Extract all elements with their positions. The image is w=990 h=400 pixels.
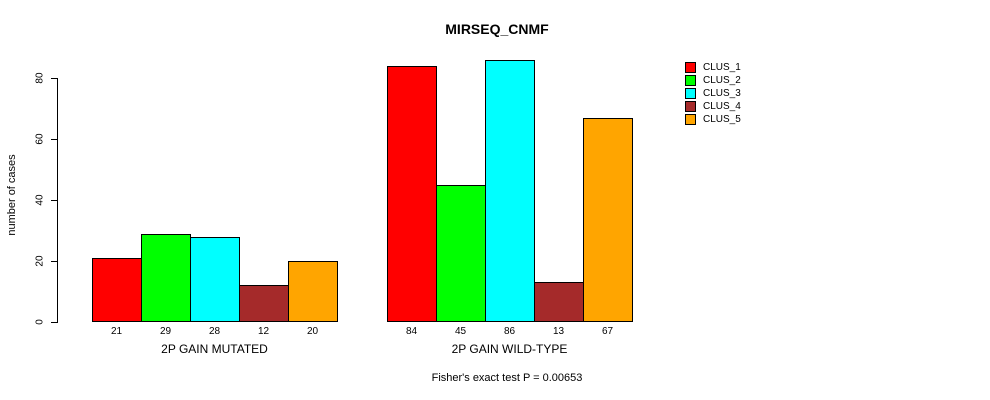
y-tick-mark [51,322,58,323]
x-category-label: 2P GAIN WILD-TYPE [451,342,568,356]
legend-label: CLUS_1 [703,62,741,73]
legend-item-clus_3: CLUS_3 [685,87,741,100]
bar-value-label: 20 [306,326,319,337]
bar-clus_4-wild-type [534,282,584,322]
y-tick-mark [51,78,58,79]
bar-value-label: 67 [601,326,614,337]
bar-clus_2-wild-type [436,184,486,322]
x-category-label: 2P GAIN MUTATED [161,342,268,356]
bar-value-label: 86 [503,326,516,337]
bar-value-label: 45 [454,326,467,337]
y-tick-mark [51,139,58,140]
y-tick-label: 20 [34,255,46,267]
bar-value-label: 84 [405,326,418,337]
chart-title: MIRSEQ_CNMF [445,21,549,37]
y-tick-label: 80 [34,72,46,84]
legend-item-clus_2: CLUS_2 [685,74,741,87]
bar-clus_2-mutated [141,233,191,322]
bar-clus_5-mutated [288,261,338,322]
y-tick-label: 40 [34,194,46,206]
bar-value-label: 12 [257,326,270,337]
y-tick-mark [51,200,58,201]
legend-label: CLUS_4 [703,101,741,112]
legend-swatch-clus_1 [685,62,696,73]
bar-value-label: 28 [208,326,221,337]
bar-value-label: 29 [159,326,172,337]
legend-swatch-clus_4 [685,101,696,112]
legend-label: CLUS_2 [703,75,741,86]
legend-item-clus_1: CLUS_1 [685,61,741,74]
bar-clus_5-wild-type [583,117,633,322]
y-tick-mark [51,261,58,262]
bar-value-label: 21 [110,326,123,337]
legend-label: CLUS_5 [703,114,741,125]
bar-clus_4-mutated [239,285,289,322]
bar-clus_1-wild-type [387,65,437,322]
y-tick-label: 60 [34,133,46,145]
legend-item-clus_5: CLUS_5 [685,113,741,126]
legend-item-clus_4: CLUS_4 [685,100,741,113]
legend: CLUS_1 CLUS_2 CLUS_3 CLUS_4 CLUS_5 [685,61,741,126]
bar-clus_3-wild-type [485,59,535,322]
bar-clus_1-mutated [92,257,142,322]
legend-label: CLUS_3 [703,88,741,99]
annotation-fisher-test: Fisher's exact test P = 0.00653 [431,372,583,384]
legend-swatch-clus_2 [685,75,696,86]
legend-swatch-clus_5 [685,114,696,125]
legend-swatch-clus_3 [685,88,696,99]
y-tick-label: 0 [34,319,46,325]
bar-value-label: 13 [552,326,565,337]
y-axis-title: number of cases [6,154,18,236]
bar-clus_3-mutated [190,236,240,322]
